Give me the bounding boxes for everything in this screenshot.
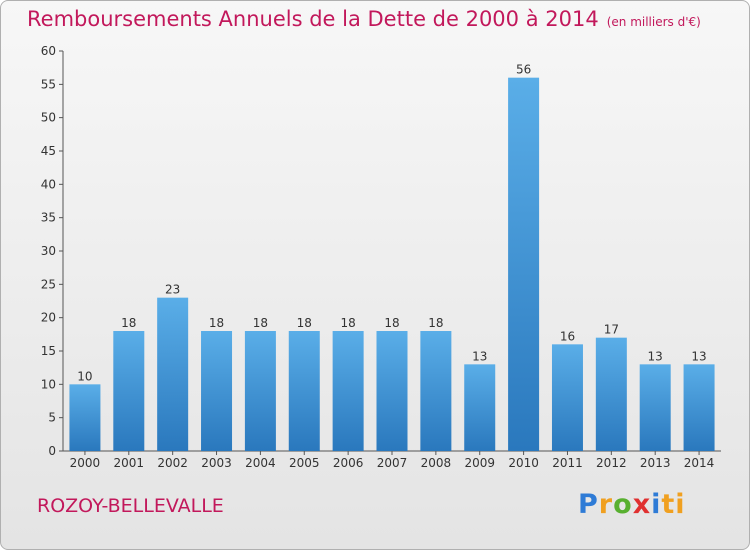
- x-tick-label: 2012: [596, 456, 627, 470]
- bar: [464, 364, 496, 451]
- bar: [639, 364, 671, 451]
- bar: [376, 331, 408, 451]
- x-tick-label: 2001: [114, 456, 145, 470]
- data-label: 56: [516, 63, 531, 77]
- data-label: 18: [384, 316, 399, 330]
- x-tick-label: 2004: [245, 456, 276, 470]
- bar: [157, 297, 189, 451]
- x-tick-label: 2011: [552, 456, 583, 470]
- y-tick-label: 55: [41, 77, 56, 91]
- chart-title-text: Remboursements Annuels de la Dette de 20…: [27, 7, 599, 31]
- x-tick-label: 2009: [464, 456, 495, 470]
- x-tick-label: 2002: [157, 456, 188, 470]
- data-label: 23: [165, 283, 180, 297]
- x-tick-label: 2006: [333, 456, 364, 470]
- data-label: 18: [297, 316, 312, 330]
- x-tick-label: 2003: [201, 456, 232, 470]
- data-label: 18: [340, 316, 355, 330]
- x-tick-label: 2007: [377, 456, 408, 470]
- y-tick-label: 40: [41, 177, 56, 191]
- y-tick-label: 20: [41, 311, 56, 325]
- x-tick-label: 2014: [684, 456, 715, 470]
- bar: [244, 331, 276, 451]
- logo-letter: ti: [661, 489, 686, 520]
- data-label: 18: [428, 316, 443, 330]
- data-label: 13: [691, 349, 706, 363]
- chart-unit: (en milliers d'€): [606, 15, 701, 29]
- y-tick-label: 30: [41, 244, 56, 258]
- y-tick-label: 25: [41, 277, 56, 291]
- chart-title: Remboursements Annuels de la Dette de 20…: [27, 7, 701, 31]
- x-tick-label: 2005: [289, 456, 320, 470]
- y-tick-label: 60: [41, 44, 56, 58]
- bar: [508, 77, 540, 452]
- data-label: 18: [121, 316, 136, 330]
- x-tick-label: 2000: [70, 456, 101, 470]
- bar: [113, 331, 145, 451]
- y-tick-label: 15: [41, 344, 56, 358]
- data-label: 18: [209, 316, 224, 330]
- x-tick-label: 2013: [640, 456, 671, 470]
- bar: [683, 364, 715, 451]
- bar: [420, 331, 452, 451]
- x-tick-label: 2008: [421, 456, 452, 470]
- y-tick-label: 0: [48, 444, 56, 458]
- y-tick-label: 50: [41, 111, 56, 125]
- bar: [201, 331, 233, 451]
- bar: [332, 331, 364, 451]
- logo-letter: P: [578, 489, 599, 520]
- data-label: 18: [253, 316, 268, 330]
- y-tick-label: 45: [41, 144, 56, 158]
- bar: [69, 384, 101, 451]
- data-label: 13: [648, 349, 663, 363]
- y-tick-label: 5: [48, 411, 56, 425]
- data-label: 10: [77, 369, 92, 383]
- bar: [288, 331, 320, 451]
- data-label: 16: [560, 329, 575, 343]
- bar: [595, 337, 627, 451]
- y-tick-label: 35: [41, 211, 56, 225]
- data-label: 17: [604, 323, 619, 337]
- bar: [551, 344, 583, 451]
- logo-letter: o: [613, 489, 633, 520]
- x-tick-label: 2010: [508, 456, 539, 470]
- data-label: 13: [472, 349, 487, 363]
- logo-letter: x: [632, 489, 652, 520]
- proxiti-logo: Proxiti: [578, 489, 686, 520]
- y-tick-label: 10: [41, 377, 56, 391]
- commune-name: ROZOY-BELLEVALLE: [37, 495, 224, 517]
- logo-letter: i: [651, 489, 662, 520]
- logo-letter: r: [598, 489, 614, 520]
